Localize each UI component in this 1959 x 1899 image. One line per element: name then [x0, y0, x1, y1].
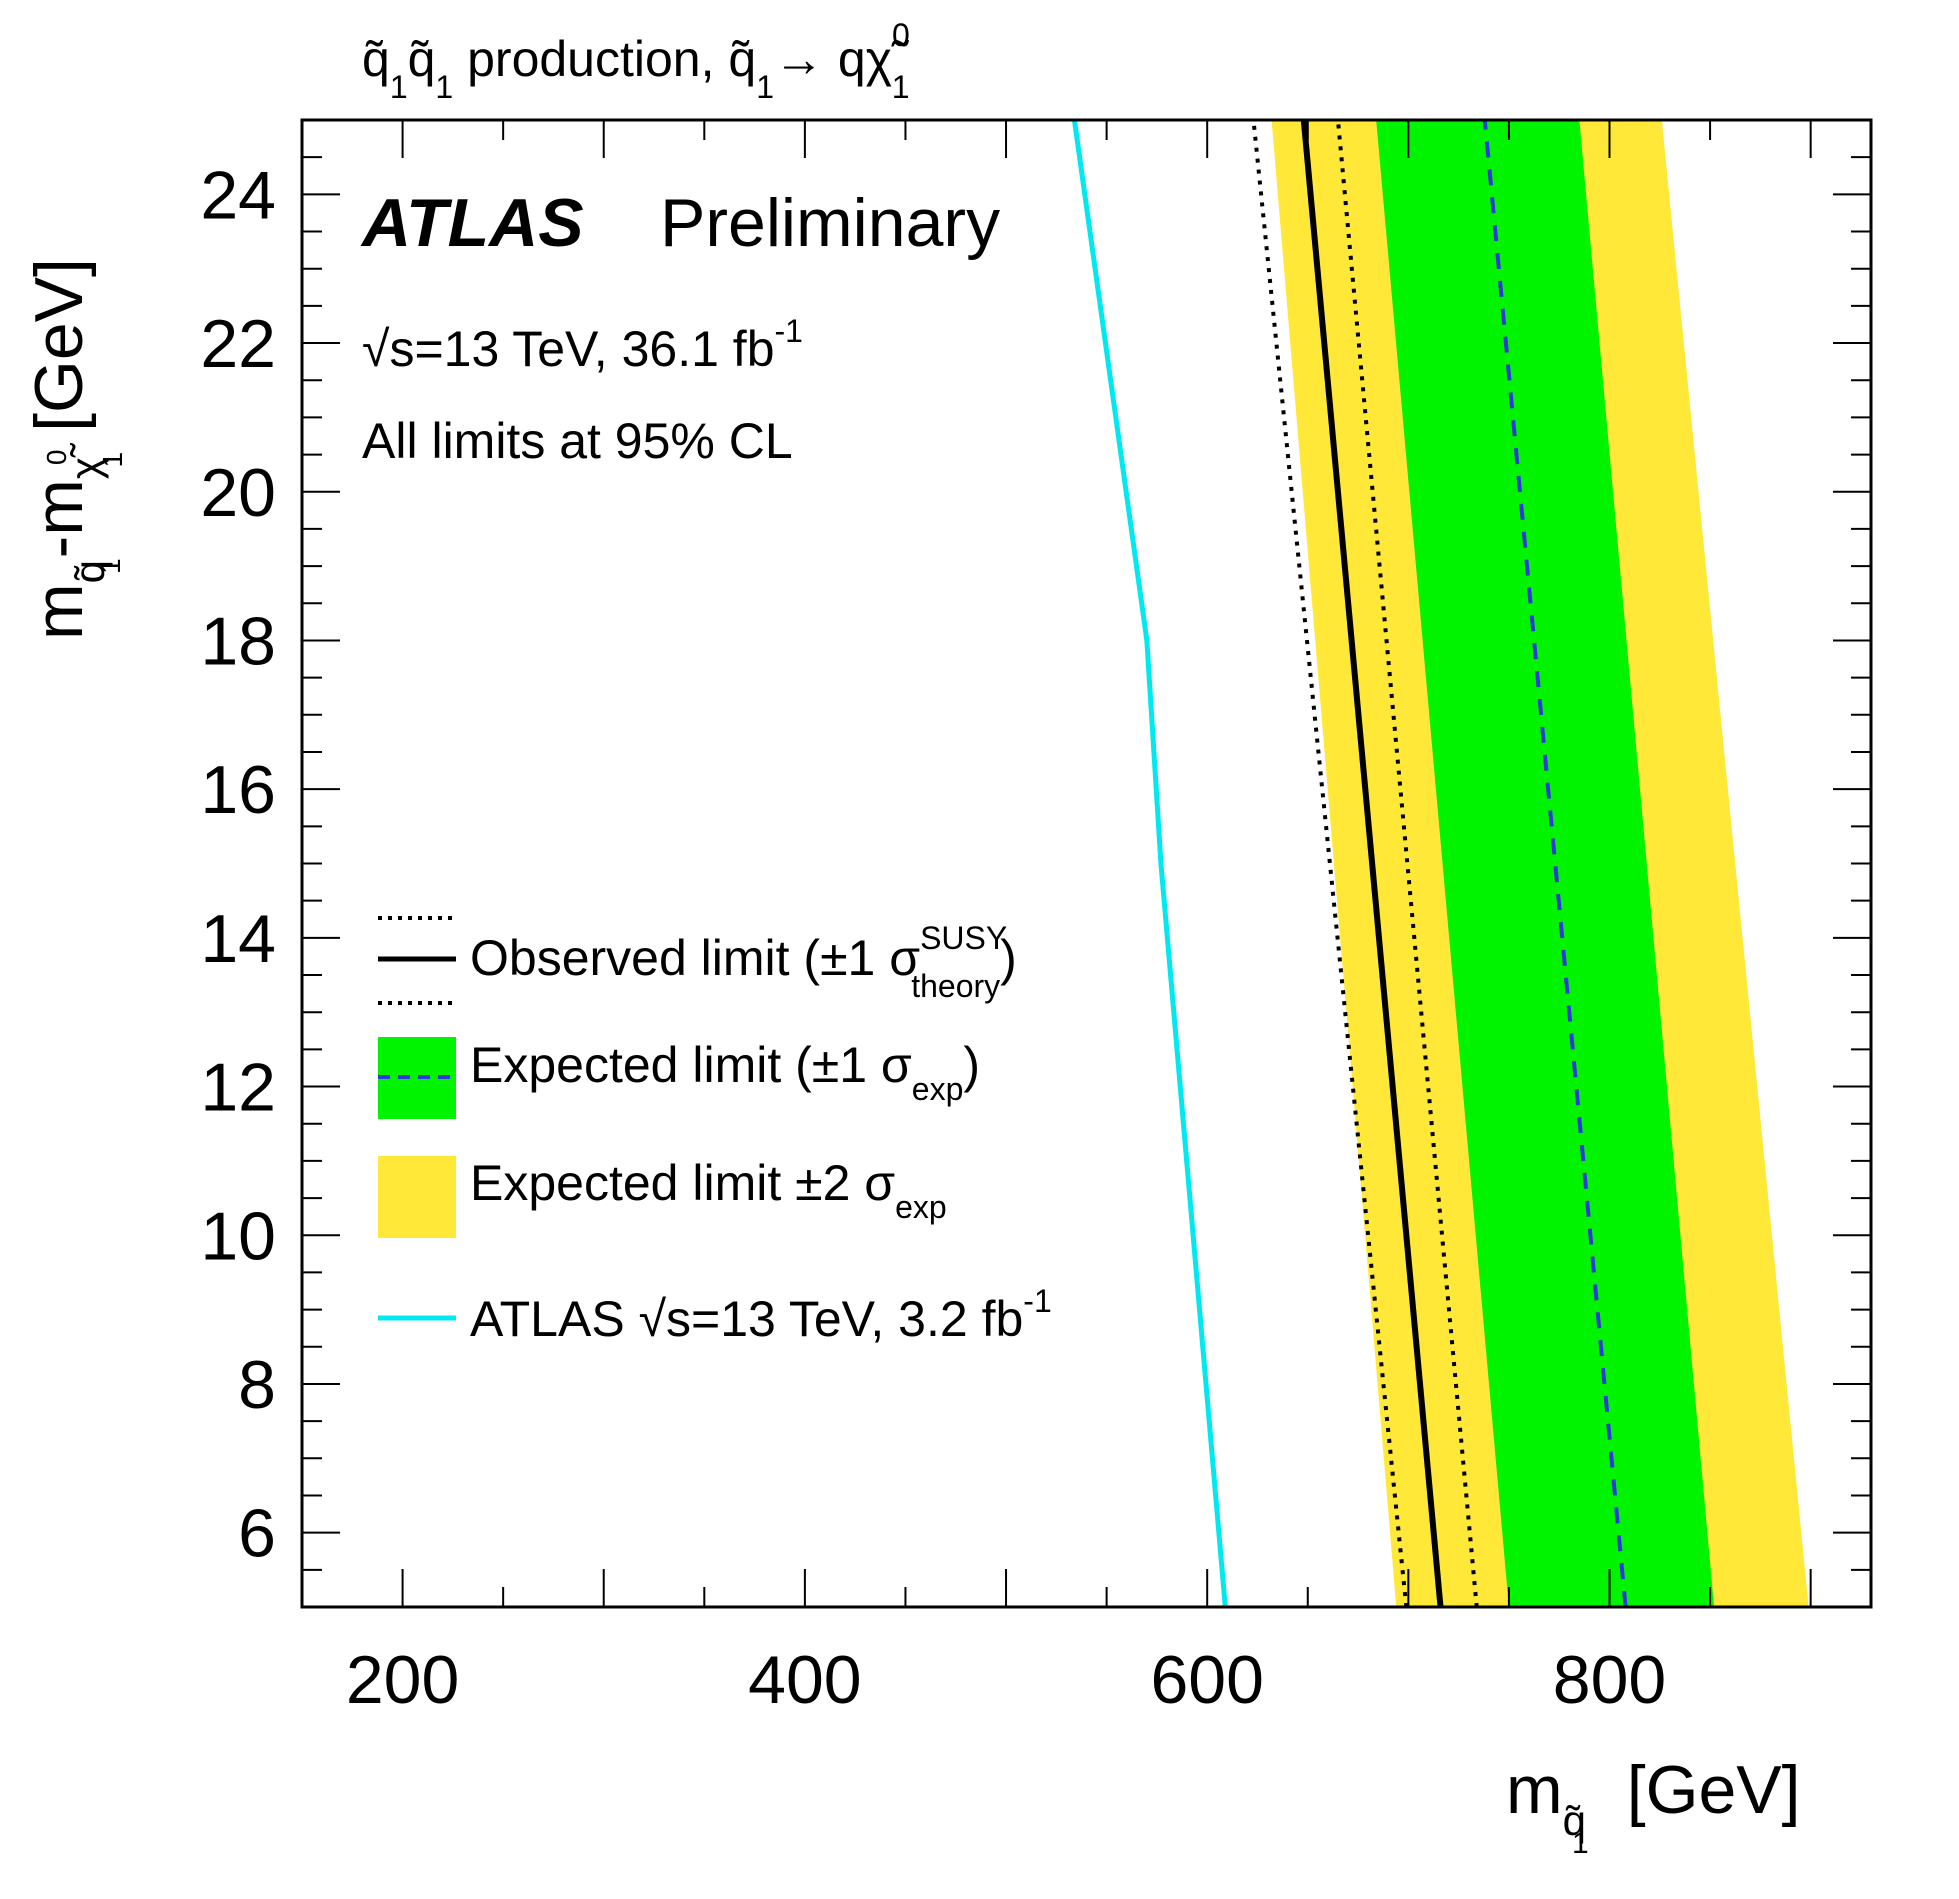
y-tick-label: 6	[238, 1496, 276, 1572]
limit-bands	[1271, 120, 1809, 1607]
line-observed-limit-1-theory	[1251, 120, 1409, 1607]
line-observed-limit	[1300, 120, 1444, 1607]
y-tick-label: 24	[200, 157, 276, 233]
legend-expected2-swatch	[378, 1156, 456, 1238]
y-tick-label: 14	[200, 901, 276, 977]
axis-tick-labels: 200 400 600 800 6 8 10 12 14 16 18 20 22 24	[200, 157, 1666, 1718]
cl-label: All limits at 95% CL	[362, 413, 793, 469]
legend-expected2-label: Expected limit ±2 σexp	[470, 1155, 947, 1225]
line-observed-limit-1-theory	[1335, 120, 1479, 1607]
y-tick-label: 10	[200, 1198, 276, 1274]
atlas-label: ATLAS	[360, 185, 584, 261]
y-axis-title: mq̃1-mχ̃0 1[GeV]	[21, 258, 128, 640]
x-axis-title: mq̃1[GeV]	[1506, 1752, 1801, 1860]
legend-observed-label: Observed limit (±1 σSUSY theory)	[470, 920, 1017, 1004]
y-tick-label: 22	[200, 306, 276, 382]
x-tick-label: 800	[1553, 1642, 1666, 1718]
legend-expected1-label: Expected limit (±1 σexp)	[470, 1037, 980, 1107]
line-atlas-s-13-tev-3-2-fb-1	[1071, 120, 1228, 1607]
y-tick-label: 12	[200, 1050, 276, 1126]
line-expected-limit	[1482, 120, 1628, 1607]
y-tick-label: 16	[200, 752, 276, 828]
energy-lumi-label: √s=13 TeV, 36.1 fb-1	[362, 313, 803, 377]
axis-ticks	[301, 119, 1871, 1608]
y-tick-label: 20	[200, 455, 276, 531]
legend: Observed limit (±1 σSUSY theory) Expected…	[378, 916, 1052, 1347]
band-expected-limit-1-exp-band	[1376, 120, 1715, 1607]
y-tick-label: 18	[200, 603, 276, 679]
x-tick-label: 200	[346, 1642, 459, 1718]
preliminary-label: Preliminary	[660, 185, 1000, 261]
x-tick-label: 600	[1150, 1642, 1263, 1718]
x-tick-label: 400	[748, 1642, 861, 1718]
legend-previous-label: ATLAS √s=13 TeV, 3.2 fb-1	[470, 1283, 1052, 1347]
limit-lines	[1071, 120, 1628, 1607]
y-tick-label: 8	[238, 1347, 276, 1423]
chart-title: q̃1q̃1 production, q̃1→ qχ̃0 1	[362, 17, 910, 105]
